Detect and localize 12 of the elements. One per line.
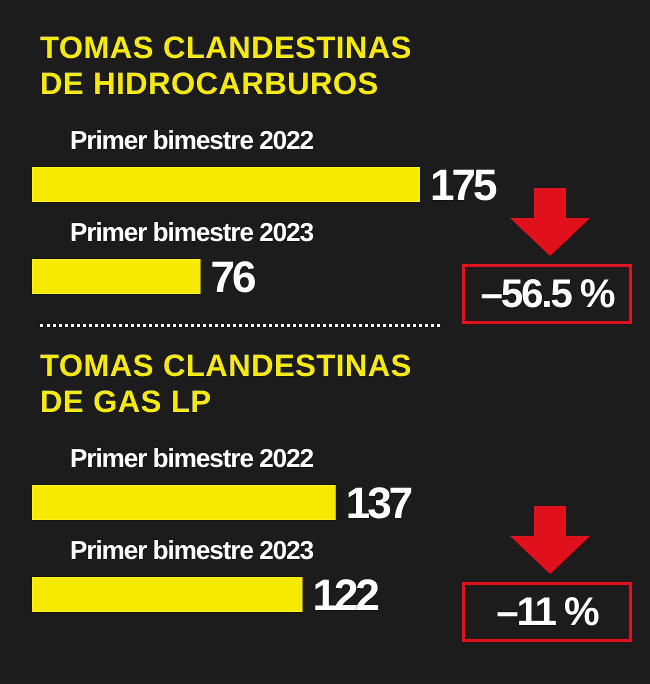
- data-label: 122: [312, 571, 378, 620]
- data-label: 76: [210, 253, 255, 302]
- text: –56.5 %: [462, 264, 632, 324]
- y-tick-label: Primer bimestre 2023: [70, 217, 314, 247]
- y-tick-label: Primer bimestre 2022: [70, 125, 314, 155]
- chart-title: TOMAS CLANDESTINAS DE GAS LP: [40, 348, 412, 420]
- data-label: 175: [430, 161, 497, 210]
- chart-title: TOMAS CLANDESTINAS DE HIDROCARBUROS: [40, 30, 412, 102]
- text: –11 %: [462, 582, 632, 642]
- data-label: 137: [346, 479, 412, 528]
- y-tick-label: Primer bimestre 2022: [70, 443, 314, 473]
- y-tick-label: Primer bimestre 2023: [70, 535, 314, 565]
